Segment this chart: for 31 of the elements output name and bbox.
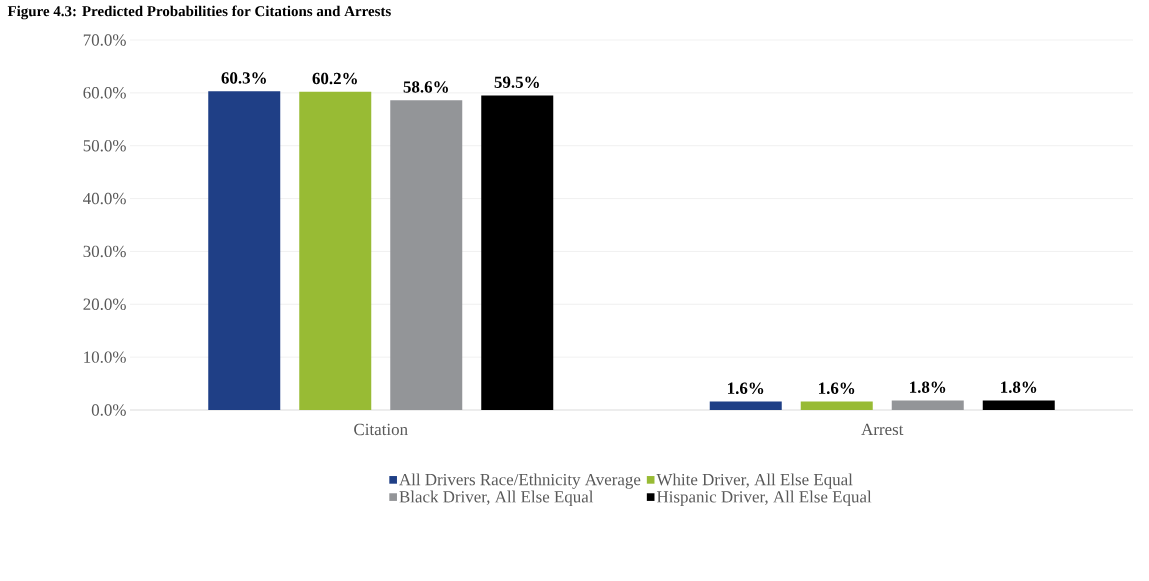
data-label: 1.8% — [1001, 381, 1037, 393]
y-tick-label: 10.0% — [84, 351, 126, 363]
data-label: 1.6% — [728, 382, 764, 395]
bar — [709, 401, 782, 410]
bar — [481, 95, 554, 410]
y-tick-label: 20.0% — [83, 298, 126, 311]
data-label: 60.2% — [312, 72, 357, 85]
legend-label: White Driver, All Else Equal — [656, 473, 853, 489]
bar — [982, 400, 1055, 410]
y-tick-label: 0.0% — [91, 404, 126, 416]
y-tick-label: 30.0% — [83, 245, 126, 258]
chart-title: Figure 4.3: Predicted Probabilities for Citations and Arrests — [7, 5, 391, 20]
y-tick-label: 50.0% — [83, 139, 126, 152]
x-tick-label: Citation — [354, 423, 408, 436]
data-label: 1.8% — [910, 381, 946, 393]
data-label: 60.3% — [221, 72, 266, 84]
y-tick-label: 70.0% — [83, 34, 126, 46]
bar — [390, 100, 463, 410]
data-label: 59.5% — [494, 76, 539, 88]
bar — [299, 91, 372, 410]
data-label: 58.6% — [403, 81, 448, 93]
legend-label: Hispanic Driver, All Else Equal — [656, 490, 872, 506]
y-tick-label: 60.0% — [83, 87, 126, 99]
bar — [208, 91, 281, 410]
legend-label: Black Driver, All Else Equal — [399, 490, 594, 506]
y-tick-label: 40.0% — [83, 192, 126, 205]
legend-label: All Drivers Race/Ethnicity Average — [399, 473, 641, 489]
x-tick-label: Arrest — [861, 423, 904, 436]
bar — [800, 401, 873, 410]
data-label: 1.6% — [819, 382, 855, 395]
bar — [891, 400, 964, 410]
